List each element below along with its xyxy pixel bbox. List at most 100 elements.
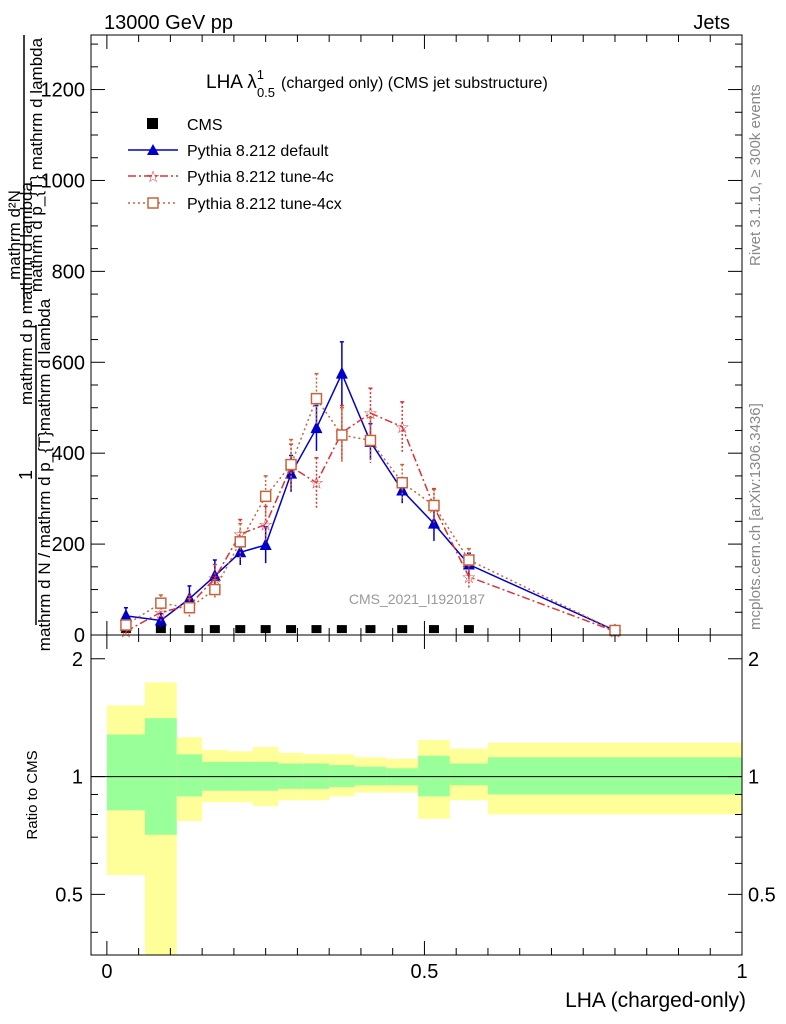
data-point: ☆ (207, 569, 222, 588)
legend-marker-cms (147, 118, 158, 129)
ratio-band-green (106, 734, 145, 811)
ylabel-num2: mathrm d²N (5, 190, 24, 280)
data-point (155, 597, 167, 609)
data-point (286, 625, 297, 634)
legend-label-default: Pythia 8.212 default (187, 143, 329, 160)
y-tick-label: 600 (52, 352, 85, 374)
legend-marker-tune4c: ☆ (146, 169, 160, 186)
x-tick-labels: 0 0.5 1 (101, 961, 747, 983)
data-point (208, 568, 221, 581)
data-point (260, 625, 271, 634)
legend-label-tune4cx: Pythia 8.212 tune-4cx (187, 196, 342, 213)
ylabel-mid: mathrm d p mathrm d lambda (17, 181, 36, 405)
ratio-y-tick-label-left: 1 (72, 767, 83, 789)
chart-title: LHA λ1 0.5 (charged only) (CMS jet substru… (206, 67, 548, 100)
y-tick-label: 1000 (41, 170, 86, 192)
data-point (209, 583, 221, 596)
data-point: ☆ (309, 474, 324, 493)
data-point (336, 625, 347, 634)
x-axis-label: LHA (charged-only) (565, 989, 746, 1012)
data-point: ☆ (461, 568, 476, 587)
ratio-panel: 0.5 0.5 1 1 2 2 Ratio to CMS (24, 634, 776, 956)
x-tick-label: 1 (736, 961, 747, 983)
ratio-band-green (487, 757, 742, 795)
data-point (365, 625, 376, 634)
data-point (335, 366, 348, 379)
data-point (396, 476, 408, 489)
x-tick-label: 0 (101, 961, 112, 983)
ratio-ticks: 0.5 0.5 1 1 2 2 (55, 635, 776, 955)
x-tick-label: 0.5 (411, 961, 439, 983)
y-tick-label: 800 (52, 261, 85, 283)
header-right: Jets (693, 12, 730, 34)
data-point (463, 625, 474, 634)
y-tick-label: 200 (52, 534, 85, 556)
data-point (235, 625, 246, 634)
ylabel-den2: mathrm d p_{T} mathrm d lambda (27, 37, 46, 292)
y-tick-label: 0 (74, 625, 85, 647)
data-point (234, 536, 247, 548)
legend-label-tune4c: Pythia 8.212 tune-4c (187, 169, 334, 186)
ylabel-denominator: mathrm d N / mathrm d p_{T}mathrm d lamb… (35, 298, 54, 651)
ratio-band-green (354, 766, 387, 786)
data-point (310, 392, 323, 405)
series-line (125, 371, 616, 632)
data-point (364, 434, 377, 447)
series-square (120, 625, 474, 634)
analysis-watermark: CMS_2021_I1920187 (349, 591, 485, 607)
data-point (428, 625, 439, 634)
data-point (259, 490, 272, 503)
ratio-y-tick-label-right: 1 (748, 767, 759, 789)
data-point (397, 625, 408, 634)
data-point (285, 458, 297, 471)
data-point: ☆ (395, 418, 410, 437)
data-point (183, 601, 196, 614)
data-point (310, 421, 323, 434)
series-open-square (120, 372, 621, 637)
main-ylabel: 1 mathrm d N / mathrm d p_{T}mathrm d la… (5, 35, 54, 651)
data-point: ☆ (258, 516, 273, 535)
y-tick-label: 1200 (41, 80, 86, 102)
title-sup: 1 (257, 67, 264, 82)
main-y-tick-labels: 0 200 400 600 800 1000 1200 (41, 80, 86, 647)
legend: CMS Pythia 8.212 default ☆ Pythia 8.212 … (128, 117, 342, 213)
ratio-band-green (449, 763, 488, 786)
ratio-band-green (176, 754, 203, 797)
data-point (336, 429, 348, 441)
data-point (184, 625, 195, 634)
data-point (428, 499, 440, 512)
legend-label-cms: CMS (187, 117, 223, 134)
ratio-y-tick-label-right: 2 (748, 649, 759, 671)
data-point (209, 625, 220, 634)
ratio-frame (90, 634, 743, 956)
data-point (259, 538, 272, 550)
y-tick-label: 400 (52, 443, 85, 465)
rivet-label: Rivet 3.1.10, ≥ 300k events (747, 84, 764, 266)
title-sub: 0.5 (257, 85, 275, 100)
data-point (234, 545, 247, 558)
data-point (463, 554, 475, 566)
ylabel-numerator: 1 (16, 470, 36, 480)
ratio-y-tick-label-left: 0.5 (55, 884, 83, 906)
legend-marker-default (147, 144, 159, 155)
title-rest: (charged only) (CMS jet substructure) (281, 75, 548, 92)
ratio-bands (91, 682, 742, 955)
data-point (120, 619, 132, 631)
header-left: 13000 GeV pp (104, 12, 233, 34)
data-point (183, 591, 196, 604)
legend-marker-tune4cx (147, 197, 159, 209)
data-point (119, 608, 132, 621)
series-line (125, 412, 616, 633)
ratio-y-tick-label-left: 2 (72, 649, 83, 671)
mcplots-label: mcplots.cern.ch [arXiv:1306.3436] (747, 403, 764, 630)
title-main: LHA λ (206, 72, 257, 93)
series-layer: ☆☆☆☆☆☆☆☆☆☆☆☆☆☆ (118, 341, 623, 641)
ratio-y-tick-label-right: 0.5 (748, 884, 776, 906)
data-point (311, 625, 322, 634)
data-point (609, 624, 621, 637)
data-point: ☆ (363, 404, 378, 423)
ratio-ylabel: Ratio to CMS (24, 750, 41, 839)
data-point (155, 625, 166, 634)
